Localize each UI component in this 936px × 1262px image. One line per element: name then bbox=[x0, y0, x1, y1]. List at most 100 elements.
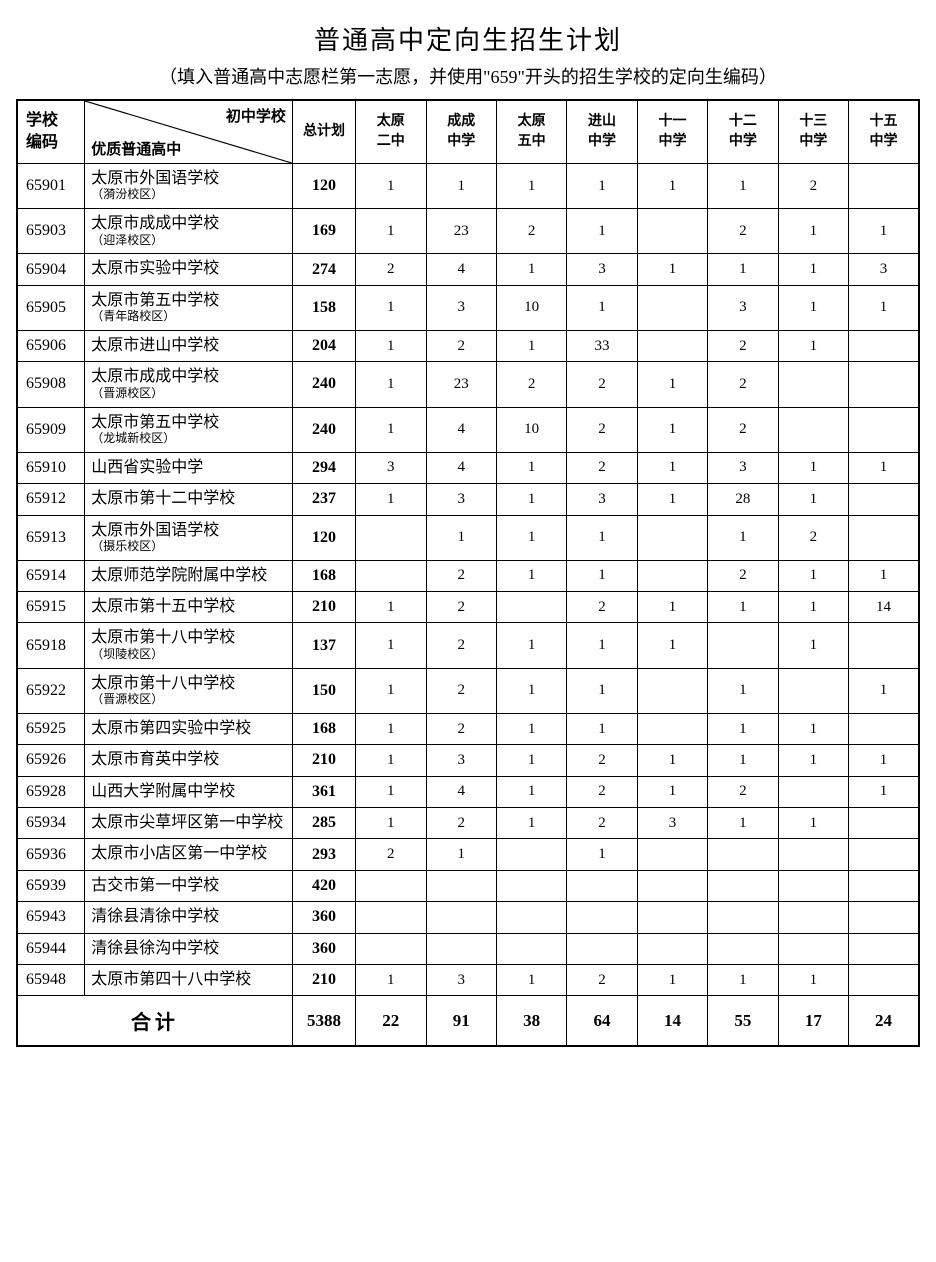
cell-value bbox=[708, 623, 778, 668]
cell-value: 3 bbox=[567, 254, 637, 285]
cell-value bbox=[849, 933, 919, 964]
cell-value: 1 bbox=[637, 452, 707, 483]
cell-value: 1 bbox=[356, 776, 426, 807]
cell-total: 168 bbox=[292, 713, 355, 744]
sum-total: 5388 bbox=[292, 996, 355, 1047]
cell-value: 2 bbox=[708, 776, 778, 807]
cell-value: 1 bbox=[637, 592, 707, 623]
cell-total: 120 bbox=[292, 515, 355, 560]
cell-school-name: 太原市第五中学校（青年路校区） bbox=[85, 285, 293, 330]
sum-value: 14 bbox=[637, 996, 707, 1047]
cell-value: 1 bbox=[637, 776, 707, 807]
cell-school-name: 太原市成成中学校（晋源校区） bbox=[85, 362, 293, 407]
cell-value bbox=[637, 668, 707, 713]
cell-value: 1 bbox=[708, 515, 778, 560]
cell-value: 3 bbox=[356, 452, 426, 483]
cell-value: 1 bbox=[496, 515, 566, 560]
col-header-code: 学校编码 bbox=[17, 100, 85, 164]
cell-value bbox=[426, 870, 496, 901]
cell-value bbox=[426, 933, 496, 964]
cell-value bbox=[849, 407, 919, 452]
cell-value bbox=[637, 515, 707, 560]
cell-value bbox=[426, 902, 496, 933]
cell-total: 274 bbox=[292, 254, 355, 285]
cell-school-name: 太原市育英中学校 bbox=[85, 745, 293, 776]
cell-code: 65903 bbox=[17, 209, 85, 254]
cell-value: 1 bbox=[356, 808, 426, 839]
cell-value bbox=[567, 902, 637, 933]
cell-value bbox=[567, 870, 637, 901]
cell-value bbox=[849, 902, 919, 933]
cell-value: 1 bbox=[356, 209, 426, 254]
cell-value: 1 bbox=[567, 515, 637, 560]
cell-value: 2 bbox=[426, 560, 496, 591]
cell-value bbox=[708, 933, 778, 964]
cell-value: 1 bbox=[356, 592, 426, 623]
cell-code: 65909 bbox=[17, 407, 85, 452]
table-row: 65934太原市尖草坪区第一中学校2851212311 bbox=[17, 808, 919, 839]
cell-value bbox=[637, 560, 707, 591]
table-row: 65922太原市第十八中学校（晋源校区）150121111 bbox=[17, 668, 919, 713]
cell-value bbox=[356, 870, 426, 901]
cell-value: 4 bbox=[426, 452, 496, 483]
cell-value bbox=[567, 933, 637, 964]
cell-value bbox=[356, 933, 426, 964]
cell-value: 2 bbox=[778, 515, 848, 560]
cell-value bbox=[637, 902, 707, 933]
page-subtitle: （填入普通高中志愿栏第一志愿，并使用"659"开头的招生学校的定向生编码） bbox=[16, 63, 920, 89]
cell-value bbox=[637, 285, 707, 330]
cell-value bbox=[778, 839, 848, 870]
cell-value: 10 bbox=[496, 285, 566, 330]
cell-value: 1 bbox=[708, 668, 778, 713]
table-row: 65908太原市成成中学校（晋源校区）2401232212 bbox=[17, 362, 919, 407]
cell-value: 2 bbox=[708, 330, 778, 361]
cell-value: 1 bbox=[496, 776, 566, 807]
diag-bottom-label: 优质普通高中 bbox=[91, 138, 181, 159]
cell-total: 360 bbox=[292, 933, 355, 964]
cell-value: 1 bbox=[356, 362, 426, 407]
cell-school-name: 太原市第五中学校（龙城新校区） bbox=[85, 407, 293, 452]
col-header: 十一中学 bbox=[637, 100, 707, 164]
cell-value: 2 bbox=[356, 839, 426, 870]
cell-value: 1 bbox=[356, 745, 426, 776]
cell-value: 2 bbox=[567, 964, 637, 995]
cell-total: 294 bbox=[292, 452, 355, 483]
cell-value: 3 bbox=[637, 808, 707, 839]
table-row: 65905太原市第五中学校（青年路校区）15813101311 bbox=[17, 285, 919, 330]
cell-value: 1 bbox=[496, 164, 566, 209]
cell-value: 1 bbox=[567, 668, 637, 713]
cell-value: 1 bbox=[567, 839, 637, 870]
cell-value: 1 bbox=[778, 623, 848, 668]
cell-value bbox=[637, 839, 707, 870]
cell-school-name: 太原师范学院附属中学校 bbox=[85, 560, 293, 591]
sum-value: 17 bbox=[778, 996, 848, 1047]
cell-value bbox=[496, 870, 566, 901]
cell-value: 2 bbox=[708, 209, 778, 254]
table-row: 65925太原市第四实验中学校168121111 bbox=[17, 713, 919, 744]
cell-value: 1 bbox=[567, 713, 637, 744]
cell-value: 1 bbox=[496, 452, 566, 483]
cell-value: 1 bbox=[849, 668, 919, 713]
cell-value: 1 bbox=[778, 484, 848, 515]
cell-value: 1 bbox=[567, 285, 637, 330]
cell-value: 1 bbox=[426, 515, 496, 560]
table-row: 65944清徐县徐沟中学校360 bbox=[17, 933, 919, 964]
cell-value: 1 bbox=[496, 484, 566, 515]
cell-value: 3 bbox=[426, 964, 496, 995]
cell-school-name: 山西省实验中学 bbox=[85, 452, 293, 483]
cell-value: 1 bbox=[496, 745, 566, 776]
cell-total: 120 bbox=[292, 164, 355, 209]
cell-value bbox=[356, 902, 426, 933]
cell-value: 3 bbox=[426, 745, 496, 776]
table-sum-row: 合计53882291386414551724 bbox=[17, 996, 919, 1047]
cell-value: 1 bbox=[708, 254, 778, 285]
cell-value: 2 bbox=[567, 407, 637, 452]
cell-school-name: 太原市外国语学校（摄乐校区） bbox=[85, 515, 293, 560]
sum-value: 64 bbox=[567, 996, 637, 1047]
cell-value bbox=[356, 515, 426, 560]
cell-school-name: 太原市第十八中学校（坝陵校区） bbox=[85, 623, 293, 668]
cell-value bbox=[849, 713, 919, 744]
cell-code: 65925 bbox=[17, 713, 85, 744]
cell-value: 1 bbox=[356, 668, 426, 713]
cell-value: 1 bbox=[567, 164, 637, 209]
